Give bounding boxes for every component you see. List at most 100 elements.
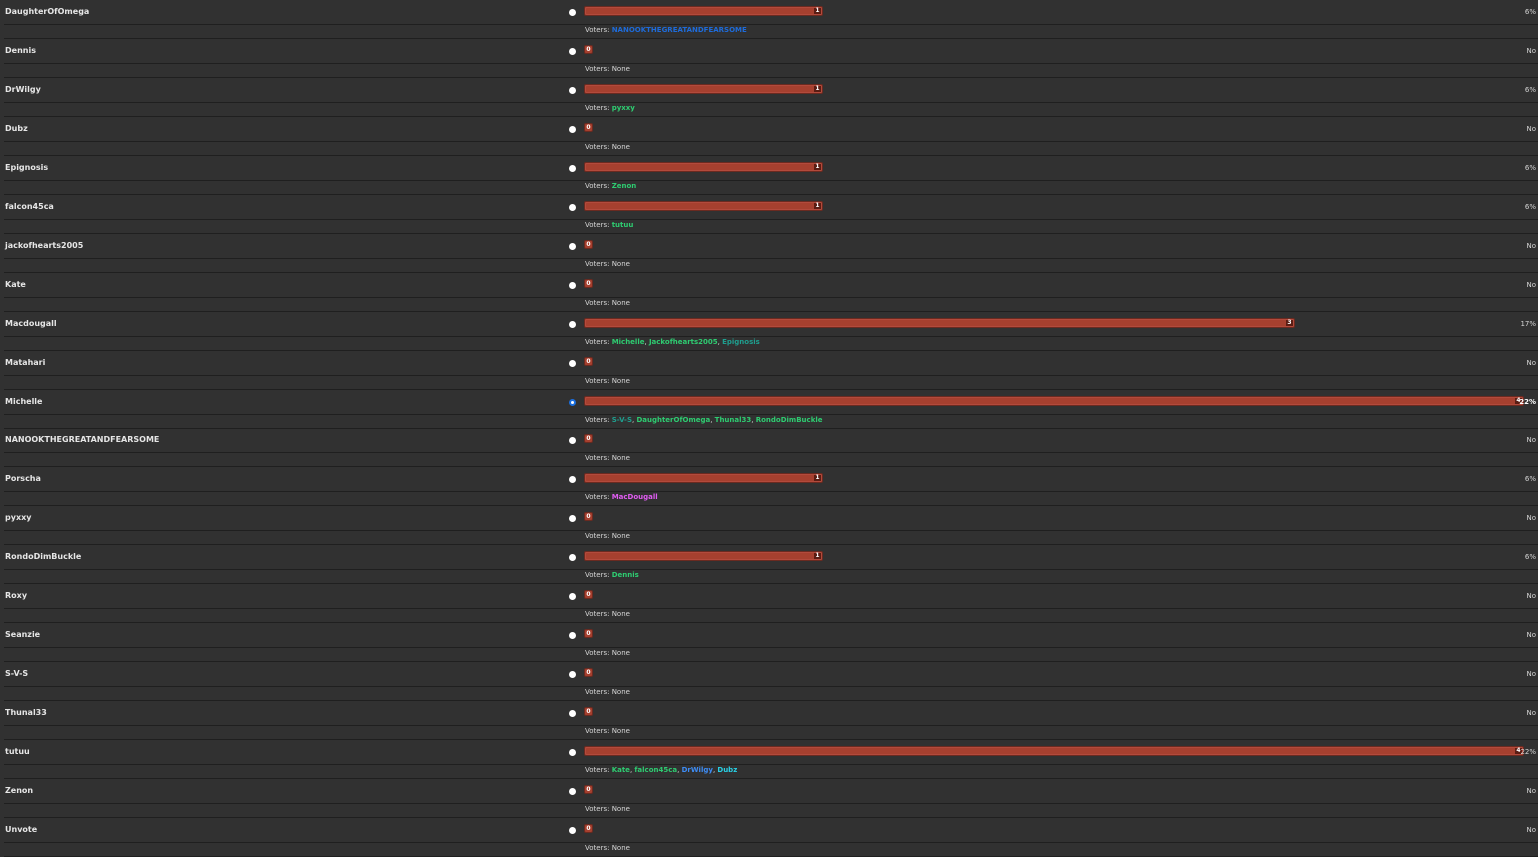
vote-radio-button[interactable]: [569, 360, 576, 367]
row-divider: [4, 491, 1538, 492]
vote-bar: 3: [584, 318, 1295, 328]
vote-radio-button[interactable]: [569, 593, 576, 600]
voters-none: None: [611, 844, 630, 852]
vote-percentage: 6%: [1524, 475, 1536, 483]
row-bottom-border: [4, 661, 1538, 662]
vote-radio-button[interactable]: [569, 165, 576, 172]
vote-bar: 1: [584, 551, 823, 561]
voters-line: Voters: None: [585, 844, 630, 852]
voter-link[interactable]: RondoDimBuckle: [755, 416, 823, 424]
vote-bar-fill: [586, 203, 821, 209]
vote-radio-button[interactable]: [569, 632, 576, 639]
vote-radio-button[interactable]: [569, 48, 576, 55]
vote-radio-button[interactable]: [569, 710, 576, 717]
voters-none: None: [611, 610, 630, 618]
vote-radio-button[interactable]: [569, 243, 576, 250]
vote-count: 1: [814, 474, 821, 481]
row-bottom-border: [4, 155, 1538, 156]
voters-label: Voters:: [585, 143, 612, 151]
vote-count: 1: [814, 85, 821, 92]
option-name: Roxy: [5, 591, 28, 600]
voters-label: Voters:: [585, 221, 612, 229]
vote-radio-button[interactable]: [569, 515, 576, 522]
vote-percentage: No: [1526, 670, 1536, 678]
vote-percentage: 6%: [1524, 164, 1536, 172]
voter-link[interactable]: Dennis: [611, 571, 639, 579]
vote-radio-button[interactable]: [569, 87, 576, 94]
poll-option: Matahari 0 No Voters: None: [0, 351, 1538, 390]
voters-line: Voters: None: [585, 65, 630, 73]
row-divider: [4, 336, 1538, 337]
vote-percentage: No: [1526, 436, 1536, 444]
voter-link[interactable]: Dubz: [717, 766, 738, 774]
voters-line: Voters: None: [585, 377, 630, 385]
option-name: Kate: [5, 280, 26, 289]
poll-option-main: DrWilgy 1 6%: [0, 78, 1538, 102]
poll-option-main: Matahari 0 No: [0, 351, 1538, 375]
vote-count: 0: [584, 785, 593, 794]
voter-link[interactable]: Epignosis: [722, 338, 760, 346]
vote-bar: 1: [584, 201, 823, 211]
voter-link[interactable]: Michelle: [611, 338, 645, 346]
poll-option-main: pyxxy 0 No: [0, 506, 1538, 530]
row-bottom-border: [4, 116, 1538, 117]
option-name: Dubz: [5, 124, 28, 133]
poll-option: jackofhearts2005 0 No Voters: None: [0, 234, 1538, 273]
vote-count: 0: [584, 707, 593, 716]
poll-option-main: Porscha 1 6%: [0, 467, 1538, 491]
voter-link[interactable]: S-V-S: [611, 416, 632, 424]
row-bottom-border: [4, 583, 1538, 584]
voter-link[interactable]: Thunal33: [714, 416, 752, 424]
voter-link[interactable]: Jackofhearts2005: [648, 338, 718, 346]
option-name: Michelle: [5, 397, 43, 406]
vote-radio-button[interactable]: [569, 671, 576, 678]
vote-radio-button[interactable]: [569, 749, 576, 756]
row-bottom-border: [4, 778, 1538, 779]
voters-label: Voters:: [585, 688, 612, 696]
vote-count: 4: [1515, 397, 1522, 404]
voters-line: Voters: Michelle, Jackofhearts2005, Epig…: [585, 338, 760, 346]
poll-option: Porscha 1 6% Voters: MacDougall: [0, 467, 1538, 506]
vote-radio-button[interactable]: [569, 788, 576, 795]
voter-link[interactable]: falcon45ca: [634, 766, 678, 774]
row-bottom-border: [4, 622, 1538, 623]
poll-option-main: Thunal33 0 No: [0, 701, 1538, 725]
poll-option-main: falcon45ca 1 6%: [0, 195, 1538, 219]
voter-link[interactable]: pyxxy: [611, 104, 635, 112]
voters-line: Voters: NANOOKTHEGREATANDFEARSOME: [585, 26, 747, 34]
voters-none: None: [611, 649, 630, 657]
vote-percentage: No: [1526, 631, 1536, 639]
poll-option: NANOOKTHEGREATANDFEARSOME 0 No Voters: None: [0, 428, 1538, 467]
vote-radio-button[interactable]: [569, 204, 576, 211]
poll-option-main: Dubz 0 No: [0, 117, 1538, 141]
vote-radio-button[interactable]: [569, 476, 576, 483]
vote-count: 0: [584, 357, 593, 366]
voter-link[interactable]: DrWilgy: [681, 766, 713, 774]
vote-radio-button[interactable]: [569, 554, 576, 561]
vote-radio-button[interactable]: [569, 399, 576, 406]
option-name: RondoDimBuckle: [5, 552, 82, 561]
poll-option: Dubz 0 No Voters: None: [0, 117, 1538, 156]
vote-radio-button[interactable]: [569, 321, 576, 328]
voter-link[interactable]: MacDougall: [611, 493, 658, 501]
voters-none: None: [611, 454, 630, 462]
vote-radio-button[interactable]: [569, 437, 576, 444]
voter-link[interactable]: NANOOKTHEGREATANDFEARSOME: [611, 26, 747, 34]
vote-radio-button[interactable]: [569, 126, 576, 133]
vote-radio-button[interactable]: [569, 827, 576, 834]
option-name: NANOOKTHEGREATANDFEARSOME: [5, 435, 160, 444]
voters-line: Voters: Zenon: [585, 182, 636, 190]
voter-link[interactable]: Zenon: [611, 182, 637, 190]
row-divider: [4, 102, 1538, 103]
row-divider: [4, 569, 1538, 570]
vote-radio-button[interactable]: [569, 282, 576, 289]
row-divider: [4, 414, 1538, 415]
vote-count: 4: [1515, 747, 1522, 754]
voters-label: Voters:: [585, 610, 612, 618]
row-divider: [4, 686, 1538, 687]
voter-link[interactable]: Kate: [611, 766, 630, 774]
vote-radio-button[interactable]: [569, 9, 576, 16]
voter-link[interactable]: tutuu: [611, 221, 634, 229]
voter-link[interactable]: DaughterOfOmega: [636, 416, 711, 424]
vote-bar: 1: [584, 6, 823, 16]
